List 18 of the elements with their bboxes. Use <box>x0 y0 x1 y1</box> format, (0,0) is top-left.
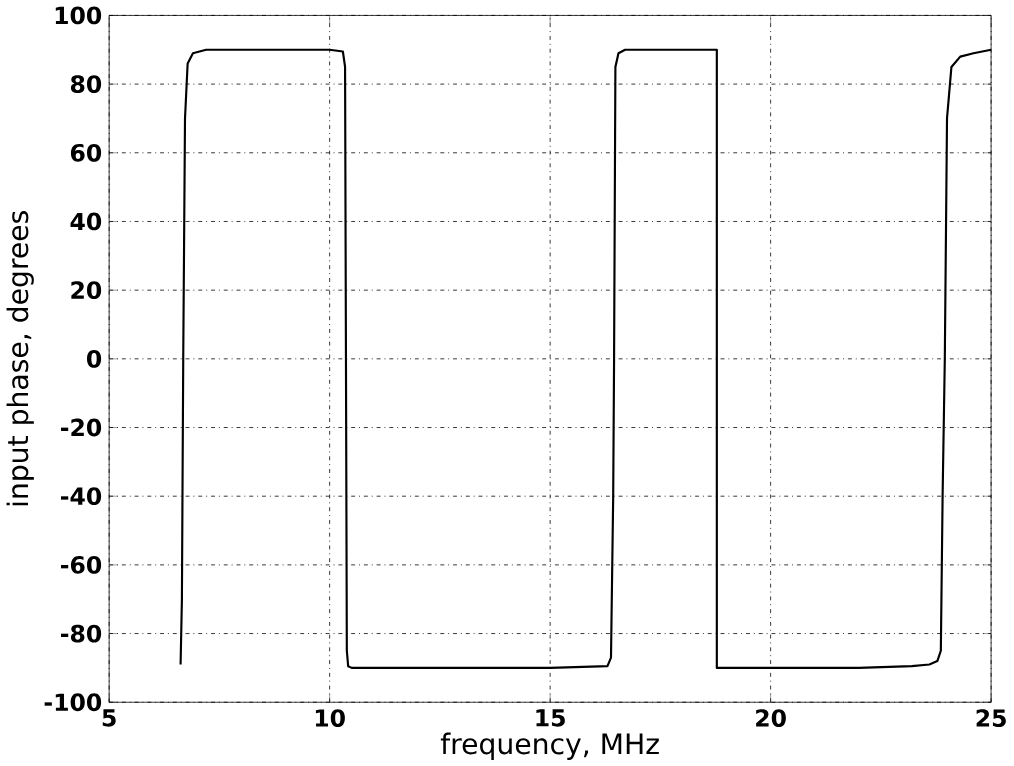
y-tick-label: 60 <box>70 143 102 162</box>
y-tick-label: -100 <box>44 693 102 711</box>
y-axis-title: input phase, degrees <box>6 210 34 506</box>
x-tick-label: 20 <box>756 708 786 727</box>
y-tick-label: -40 <box>61 487 102 505</box>
x-tick-label: 10 <box>315 708 345 727</box>
x-tick-label: 15 <box>536 708 565 727</box>
y-tick-label: 20 <box>71 281 102 299</box>
y-tick-label: 80 <box>70 75 102 93</box>
y-tick-label: -20 <box>61 418 102 437</box>
y-tick-label: -60 <box>61 555 102 574</box>
x-tick-label: 25 <box>976 708 1006 727</box>
y-tick-label: 0 <box>87 349 102 368</box>
y-tick-label: -80 <box>61 624 102 643</box>
y-tick-label: 100 <box>55 6 102 25</box>
y-tick-label: 40 <box>70 212 102 231</box>
x-tick-label: 5 <box>102 708 116 727</box>
x-axis-title: frequency, MHz <box>440 732 659 760</box>
